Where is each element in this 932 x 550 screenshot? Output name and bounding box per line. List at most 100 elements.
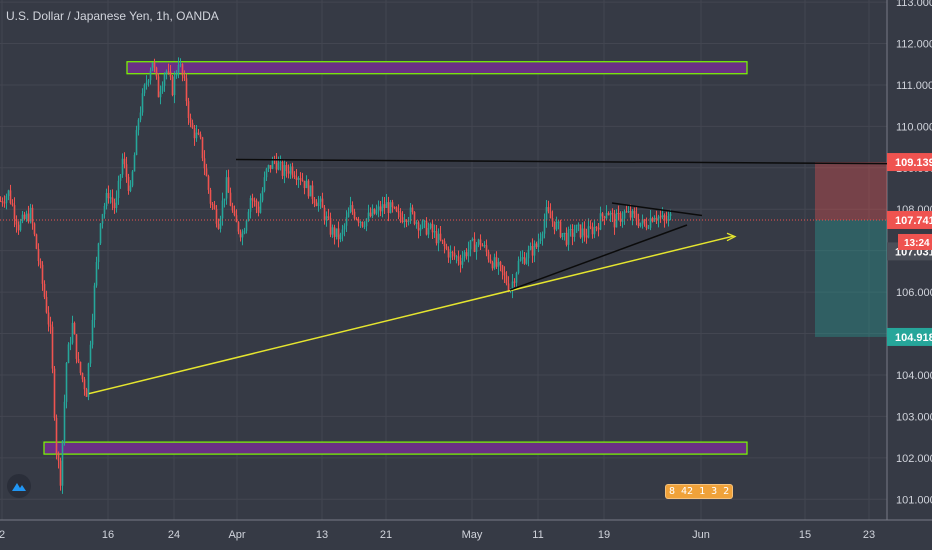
candle-body [411,207,414,213]
x-tick-label: 19 [598,529,610,541]
candle-body [583,228,586,236]
candle-body [239,231,242,238]
stop-loss-area [815,162,887,220]
candle-body [599,213,602,230]
candle-body [539,238,542,241]
candle-body [381,204,384,212]
candle-body [263,177,266,191]
candle-body [265,168,268,178]
candle-body [61,440,64,486]
y-tick-label: 101.000 [896,494,932,506]
candle-body [359,221,362,223]
candle-body [257,206,260,213]
candle-body [361,221,364,227]
replay-badge[interactable]: 8 42 1 3 2 [665,484,734,499]
y-tick-label: 111.000 [896,80,932,92]
candle-body [187,101,190,119]
candle-body [93,285,96,320]
candle-body [27,213,30,222]
candle-body [319,198,322,202]
demand-zone [43,441,748,455]
x-tick-label: 2 [0,529,5,541]
candle-body [89,344,92,364]
candle-body [217,223,220,229]
candle-body [221,200,224,219]
candle-body [95,262,98,286]
candle-body [603,216,606,219]
candle-body [225,177,228,199]
candle-body [35,234,38,249]
candle-body [165,71,168,75]
candle-body [119,174,122,181]
candle-body [229,192,232,206]
candle-body [37,248,40,262]
candle-body [21,214,24,222]
candle-body [127,176,130,191]
candle-body [667,215,670,221]
candle-body [567,229,570,245]
candle-body [345,217,348,226]
candle-body [163,74,166,86]
candle-body [191,122,194,129]
candle-body [47,312,50,325]
candle-body [71,322,74,343]
candle-body [355,218,358,220]
candle-body [209,189,212,204]
candle-body [505,275,508,284]
candle-body [481,245,484,247]
candle-body [7,190,10,197]
candle-body [533,243,536,256]
candle-body [73,322,76,335]
candle-body [135,130,138,155]
candle-body [365,218,368,227]
candle-body [161,85,164,92]
candle-body [633,210,636,214]
candle-body [519,258,522,261]
candle-body [433,231,436,233]
candle-body [647,227,650,229]
candle-body [489,259,492,263]
candle-body [107,192,110,199]
candle-body [231,205,234,211]
candle-body [547,207,550,212]
tradingview-logo-icon[interactable] [7,474,31,498]
candle-body [301,179,304,181]
candle-body [313,199,316,204]
candle-body [523,257,526,264]
candle-body [421,221,424,228]
candle-body [1,201,4,203]
candle-body [379,206,382,212]
candle-body [233,210,236,216]
candle-body [311,185,314,200]
candle-body [33,223,36,235]
candle-body [13,205,16,220]
candle-body [201,137,204,159]
candle-body [285,165,288,172]
candle-body [657,216,660,220]
candle-body [407,219,410,222]
candle-body [467,249,470,257]
candle-body [261,190,264,201]
candle-body [609,212,612,216]
candle-body [259,200,262,213]
candle-body [585,235,588,238]
candle-body [367,212,370,219]
candle-body [577,224,580,226]
candle-body [521,257,524,259]
candle-body [151,62,154,71]
candle-body [251,198,254,201]
candle-body [357,219,360,223]
candle-body [195,132,198,139]
candle-body [199,134,202,138]
candle-body [435,231,438,244]
price-label: 104.918 [895,332,932,344]
candle-body [291,166,294,176]
x-tick-label: 21 [380,529,392,541]
trendline-arrowhead [726,232,737,242]
candle-body [515,272,518,283]
candle-body [507,283,510,291]
y-tick-label: 110.000 [896,121,932,133]
candle-body [497,261,500,267]
candle-body [431,223,434,233]
